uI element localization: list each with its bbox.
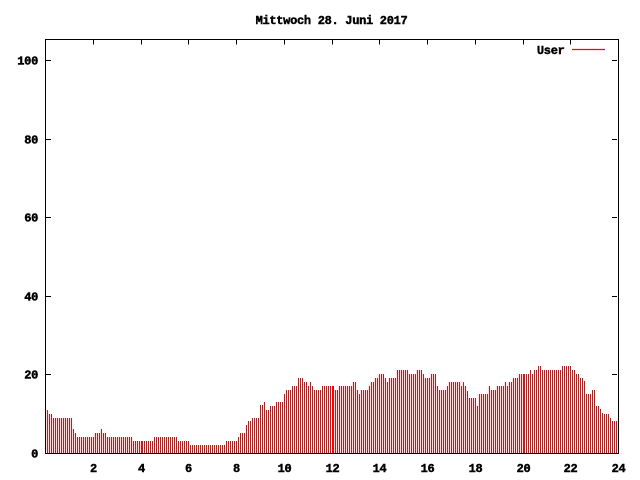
svg-text:0: 0: [31, 448, 38, 462]
svg-text:100: 100: [17, 55, 38, 69]
svg-text:18: 18: [469, 462, 483, 476]
svg-text:22: 22: [564, 462, 578, 476]
svg-text:60: 60: [24, 212, 38, 226]
svg-text:6: 6: [185, 462, 192, 476]
svg-text:20: 20: [24, 369, 38, 383]
svg-text:16: 16: [421, 462, 435, 476]
svg-text:2: 2: [90, 462, 97, 476]
svg-text:Mittwoch 28. Juni 2017: Mittwoch 28. Juni 2017: [256, 14, 408, 28]
svg-text:40: 40: [24, 291, 38, 305]
svg-text:80: 80: [24, 134, 38, 148]
svg-text:14: 14: [373, 462, 387, 476]
svg-text:12: 12: [326, 462, 340, 476]
svg-text:10: 10: [278, 462, 292, 476]
svg-text:8: 8: [233, 462, 240, 476]
svg-text:24: 24: [612, 462, 626, 476]
svg-text:User: User: [537, 44, 565, 58]
svg-text:4: 4: [138, 462, 145, 476]
svg-text:20: 20: [517, 462, 531, 476]
